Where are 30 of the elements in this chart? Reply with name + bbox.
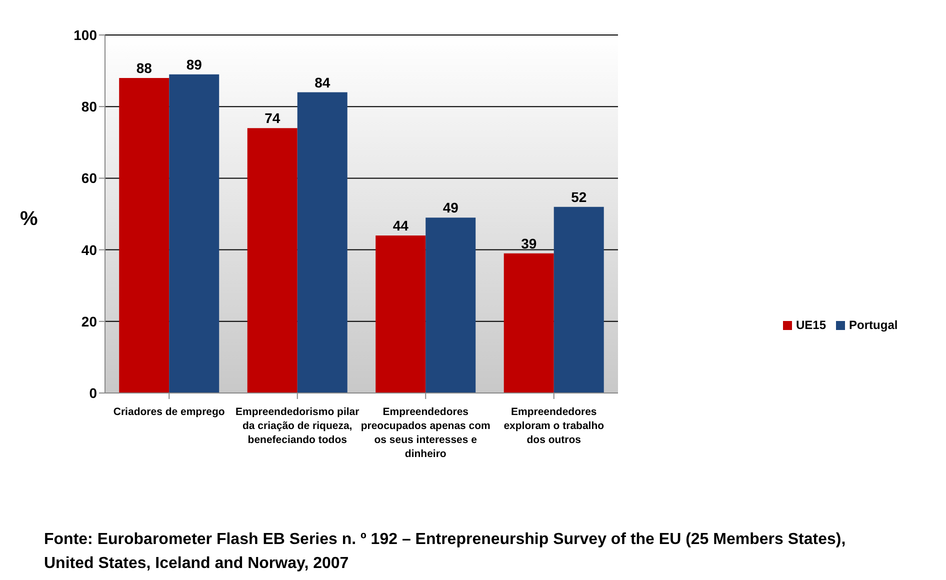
bar <box>426 218 476 393</box>
data-label: 89 <box>186 56 202 72</box>
data-label: 84 <box>314 74 330 90</box>
y-tick-label: 60 <box>81 170 98 186</box>
x-tick-label: Empreendedores preocupados apenas com os seus interesses e dinheiro <box>360 406 490 460</box>
bar <box>247 128 298 393</box>
bar <box>119 78 170 393</box>
legend-label: UE15 <box>795 318 826 332</box>
y-tick-label: 0 <box>89 384 98 401</box>
bar <box>504 253 554 393</box>
data-label: 52 <box>571 188 587 205</box>
bar <box>169 74 220 393</box>
data-label: 44 <box>392 217 409 234</box>
y-tick-label: 80 <box>81 98 98 115</box>
data-label: 74 <box>264 110 280 126</box>
bar <box>554 206 604 393</box>
data-label: 88 <box>136 60 152 76</box>
legend-label: Portugal <box>848 318 898 332</box>
bar <box>297 92 348 393</box>
y-axis-title: % <box>20 208 38 231</box>
y-tick-label: 20 <box>81 313 98 330</box>
bar <box>376 235 426 393</box>
x-tick-label: Criadores de emprego <box>113 406 225 418</box>
y-tick-label: 100 <box>74 26 98 43</box>
y-tick-label: 40 <box>81 242 98 258</box>
data-label: 49 <box>442 200 459 216</box>
source-note: Fonte: Eurobarometer Flash EB Series n. º 192 – Entrepreneurship Survey of the EU (25 Members States), United States, Iceland and Norway, 2007 <box>44 530 847 574</box>
x-tick-label: Empreendedores exploram o trabalho dos outros <box>504 406 604 446</box>
x-tick-label: Empreendedorismo pilar da criação de riqueza, benefeciando todos <box>236 406 360 446</box>
data-label: 39 <box>521 235 537 252</box>
